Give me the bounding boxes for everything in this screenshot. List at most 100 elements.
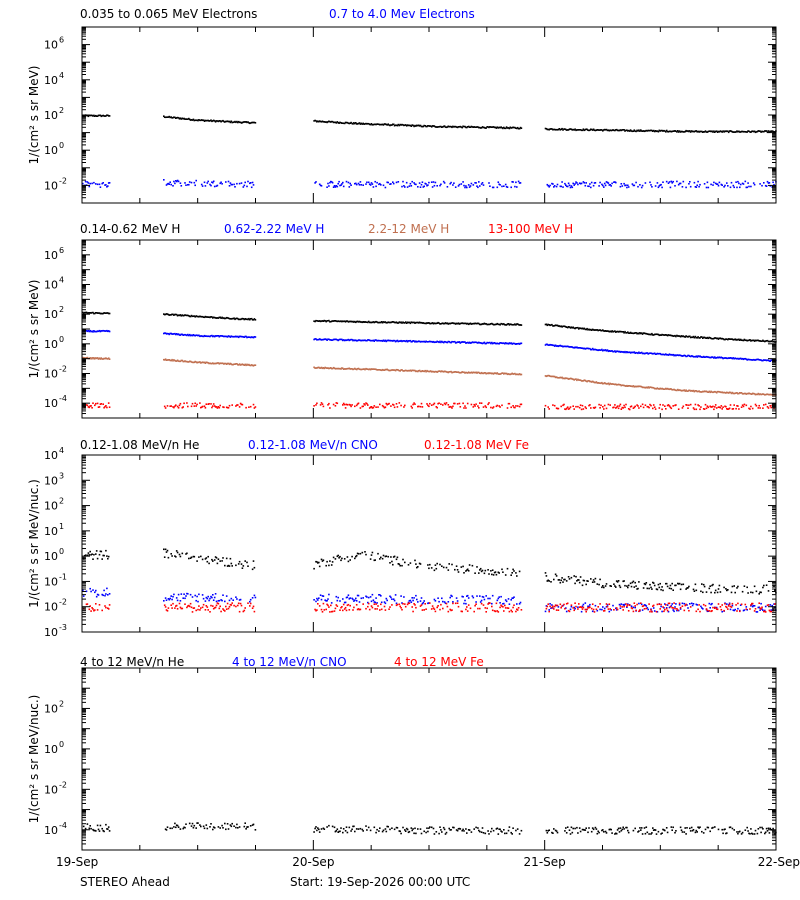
data-point [237,827,239,829]
data-point [108,830,111,832]
data-point [633,406,636,409]
data-point [412,369,414,372]
data-point [402,340,404,342]
data-point [212,405,214,407]
data-point [335,320,338,322]
data-point [640,129,642,131]
data-point [602,349,604,352]
data-point [770,609,772,611]
data-point [627,186,630,188]
data-point [595,828,598,830]
data-point [249,825,252,827]
data-point [165,359,168,361]
data-point [170,183,172,186]
data-point [726,832,728,834]
data-point [193,119,196,122]
data-point [164,828,167,830]
data-point [380,603,382,606]
data-point [225,120,227,123]
data-point [429,602,431,604]
data-point [517,127,520,130]
data-point [659,130,661,132]
data-point [243,825,246,828]
data-point [762,828,764,830]
data-point [167,598,170,600]
data-point [650,586,652,589]
data-point [363,123,365,125]
data-point [646,587,649,590]
data-point [252,319,255,321]
data-point [490,342,492,345]
data-point [446,322,449,324]
data-point [685,404,687,406]
data-point [382,369,385,371]
data-point [640,405,642,408]
data-point [375,320,377,323]
data-point [252,823,255,826]
data-point [736,130,738,132]
data-point [646,352,649,354]
data-point [664,354,666,356]
data-point [334,830,337,833]
data-point [706,181,709,184]
data-point [587,329,589,331]
data-point [444,833,447,835]
data-point [179,182,182,184]
data-point [182,360,184,363]
data-point [370,605,373,607]
data-point [395,403,398,405]
data-point [614,404,616,406]
data-point [314,182,316,184]
data-point [640,385,642,388]
data-point [216,184,219,187]
data-point [651,386,653,389]
data-point [407,602,410,605]
data-point [237,363,239,366]
data-point [693,590,696,592]
data-point [615,128,618,131]
data-point [496,610,499,612]
data-point [477,186,479,189]
data-point [465,342,467,344]
data-point [764,393,767,396]
data-point [413,402,415,404]
data-point [760,591,762,594]
data-point [725,405,727,408]
data-point [216,562,219,565]
data-point [466,126,468,129]
data-point [415,606,417,609]
data-point [490,323,492,325]
data-point [470,403,473,406]
data-point [581,327,584,330]
data-point [491,605,493,608]
data-point [231,121,233,124]
data-point [684,354,686,357]
data-point [242,186,245,188]
data-point [573,379,575,381]
data-point [764,832,766,835]
data-point [326,826,328,828]
data-point [617,331,620,333]
data-point [638,830,640,832]
data-point [173,116,175,118]
data-point [101,330,103,332]
data-point [172,602,174,605]
data-point [609,184,611,186]
data-point [444,341,447,343]
data-point [695,355,698,357]
data-point [207,609,209,611]
data-point [504,342,506,345]
data-point [354,405,356,408]
data-point [448,322,450,325]
data-point [420,370,423,373]
data-point [505,600,508,603]
data-point [387,825,389,828]
data-point [235,405,237,407]
data-point [704,130,707,132]
data-point [451,407,453,409]
data-point [768,182,771,184]
data-point [356,403,359,405]
data-point [515,610,517,613]
data-point [611,182,613,185]
data-point [500,342,502,344]
